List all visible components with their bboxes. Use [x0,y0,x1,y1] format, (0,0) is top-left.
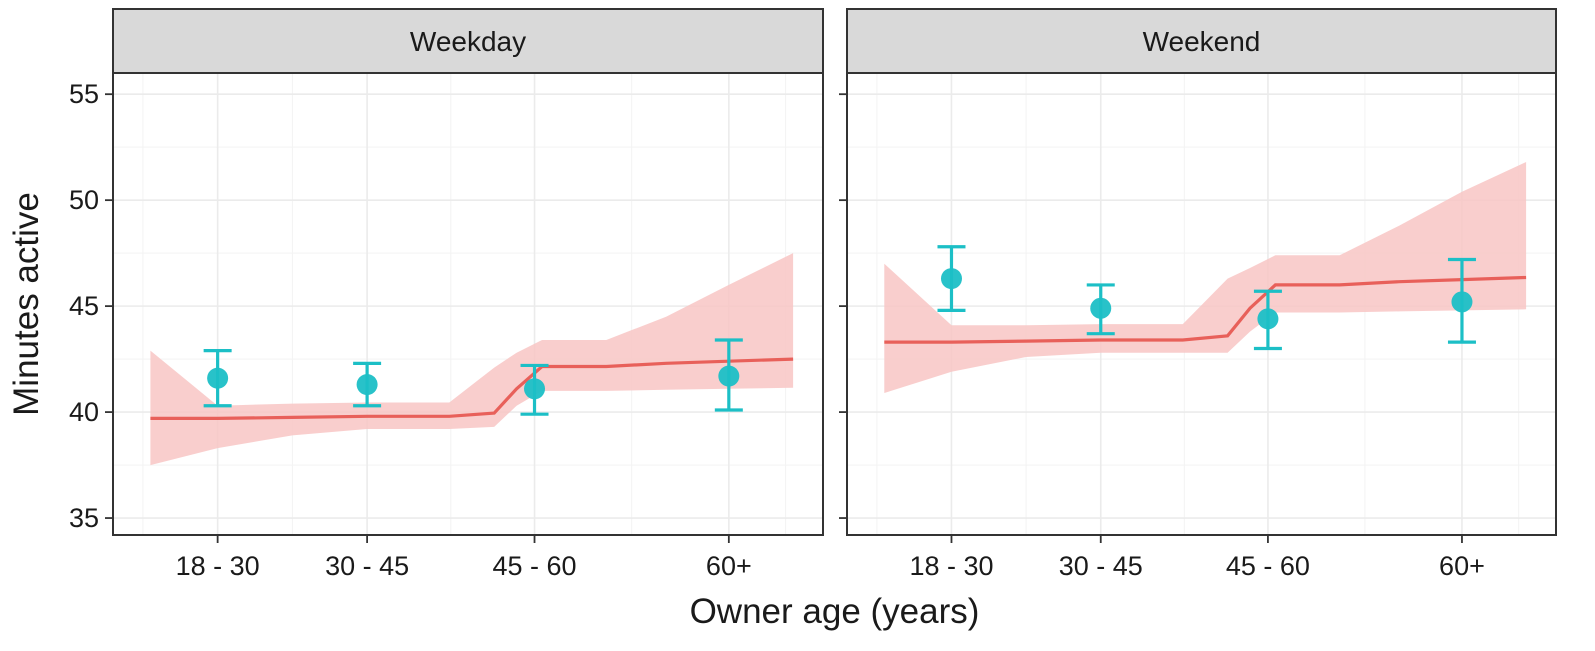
x-tick-label: 30 - 45 [325,551,409,581]
data-point-3 [520,363,549,416]
data-point-1 [203,349,232,408]
fitted-line [884,275,1527,344]
facet-strip-label: Weekend [1143,26,1261,57]
fitted-line [150,357,794,420]
mean-point [1090,297,1112,319]
y-tick-label: 45 [69,291,99,321]
confidence-ribbon [884,162,1527,393]
data-point-2 [353,361,382,408]
facet-strip-label: Weekday [410,26,526,57]
x-tick-label: 18 - 30 [909,551,993,581]
x-tick-label: 45 - 60 [1226,551,1310,581]
data-point-3 [1253,289,1282,351]
x-tick-label: 18 - 30 [176,551,260,581]
panel-weekend: Weekend 18 - 30 30 - 45 45 - 60 60+ [846,8,1557,581]
data-point-1 [937,245,966,312]
facet-strip [846,8,1557,74]
mean-point [356,374,378,396]
y-tick-label: 50 [69,185,99,215]
data-point-2 [1086,283,1115,336]
facet-strip [112,8,824,74]
mean-point [1451,291,1473,313]
x-axis-title: Owner age (years) [690,592,980,631]
mean-point [718,365,740,387]
x-tick-label: 30 - 45 [1059,551,1143,581]
x-tick-label: 60+ [1439,551,1485,581]
confidence-ribbon [150,253,794,466]
y-tick-label: 55 [69,79,99,109]
data-point-4 [1447,257,1476,344]
mean-point [1257,308,1279,330]
x-tick-label: 60+ [706,551,752,581]
mean-point [524,378,546,400]
panel-weekday: Weekday 18 - 30 30 - 45 45 - 60 60+ [112,8,824,581]
mean-point [207,367,229,389]
data-point-4 [714,338,743,412]
mean-point [940,268,962,290]
y-axis-title: Minutes active [7,192,46,416]
y-tick-label: 35 [69,503,99,533]
x-tick-label: 45 - 60 [492,551,576,581]
y-tick-label: 40 [69,397,99,427]
